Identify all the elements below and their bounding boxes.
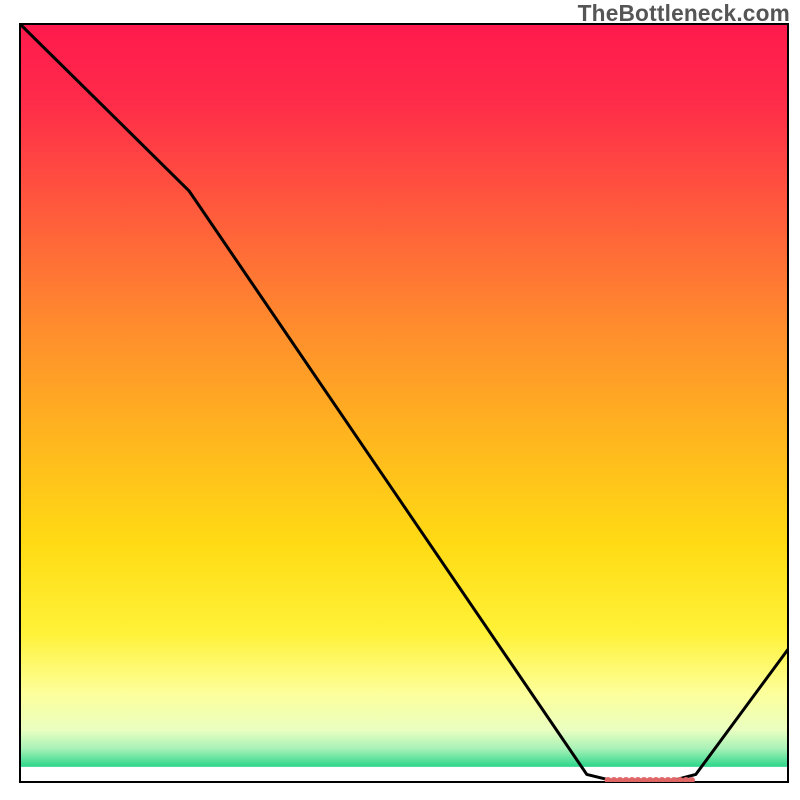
watermark-text: TheBottleneck.com: [578, 0, 790, 27]
chart-background-gradient: [20, 24, 788, 767]
bottleneck-chart: [0, 0, 800, 800]
chart-container: TheBottleneck.com: [0, 0, 800, 800]
